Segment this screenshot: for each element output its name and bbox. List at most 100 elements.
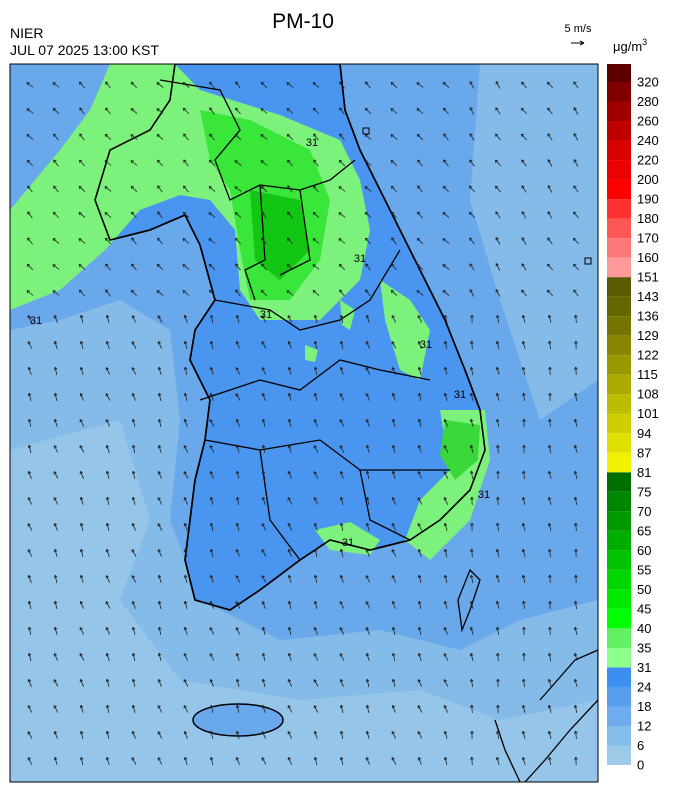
- wind-arrow: [574, 366, 578, 376]
- wind-arrow: [157, 757, 163, 765]
- wind-arrow: [521, 237, 527, 245]
- wind-arrow: [130, 108, 138, 114]
- wind-arrow: [546, 81, 553, 89]
- wind-arrow: [520, 133, 527, 141]
- colorbar-bin: [607, 686, 631, 707]
- wind-arrow: [339, 133, 345, 141]
- wind-arrow: [27, 626, 32, 635]
- wind-arrow: [182, 264, 190, 270]
- wind-arrow: [52, 211, 60, 219]
- wind-arrow: [79, 314, 84, 323]
- colorbar-bin: [607, 101, 631, 122]
- wind-arrow: [573, 185, 579, 193]
- wind-arrow: [27, 757, 33, 765]
- wind-arrow: [26, 263, 34, 271]
- wind-arrow: [365, 730, 370, 739]
- wind-arrow: [470, 314, 474, 324]
- wind-arrow: [105, 496, 110, 505]
- wind-arrow: [364, 160, 372, 166]
- wind-arrow: [131, 367, 137, 375]
- wind-arrow: [183, 522, 188, 531]
- wind-arrow: [79, 392, 84, 401]
- wind-arrow: [470, 678, 474, 687]
- wind-arrow: [443, 445, 449, 453]
- wind-arrow: [390, 81, 398, 88]
- wind-arrow: [547, 211, 553, 219]
- wind-arrow: [573, 704, 578, 713]
- wind-arrow: [27, 366, 32, 375]
- wind-arrow: [495, 133, 501, 141]
- wind-arrow: [339, 756, 344, 765]
- wind-arrow: [156, 134, 164, 140]
- wind-arrow: [235, 470, 240, 479]
- wind-arrow: [416, 133, 424, 141]
- unit-text: μg/m: [613, 39, 642, 54]
- wind-arrow: [442, 238, 450, 244]
- wind-arrow: [313, 471, 319, 479]
- wind-arrow: [391, 549, 397, 557]
- wind-arrow: [469, 289, 475, 297]
- wind-arrow: [417, 705, 423, 713]
- wind-arrow: [547, 107, 553, 115]
- wind-arrow: [235, 522, 240, 532]
- wind-arrow: [339, 574, 344, 583]
- colorbar-label: 94: [637, 426, 651, 441]
- wind-arrow: [391, 418, 396, 427]
- wind-arrow: [105, 601, 111, 609]
- wind-arrow: [53, 548, 58, 557]
- wind-arrow: [417, 392, 422, 401]
- wind-arrow: [130, 185, 138, 193]
- wind-arrow: [53, 471, 59, 479]
- wind-arrow: [469, 237, 475, 245]
- wind-arrow: [338, 186, 346, 192]
- wind-arrow: [208, 238, 216, 244]
- wind-arrow: [469, 652, 474, 661]
- wind-arrow: [365, 340, 370, 349]
- wind-arrow: [208, 186, 216, 192]
- wind-arrow: [547, 470, 552, 479]
- wind-arrow: [313, 340, 318, 349]
- wind-arrow: [443, 107, 449, 115]
- wind-arrow: [416, 237, 424, 245]
- wind-arrow: [53, 314, 58, 323]
- wind-arrow: [391, 496, 396, 505]
- wind-arrow: [573, 418, 578, 427]
- wind-arrow: [27, 678, 32, 687]
- wind-arrow: [391, 367, 397, 375]
- wind-arrow: [27, 418, 32, 427]
- wind-arrow: [522, 652, 526, 662]
- wind-arrow: [390, 160, 398, 166]
- wind-arrow: [312, 211, 320, 218]
- colorbar-bin: [607, 199, 631, 219]
- colorbar-bin: [607, 238, 631, 258]
- wind-arrow: [79, 574, 84, 583]
- colorbar-label: 136: [637, 309, 659, 324]
- wind-arrow: [443, 704, 448, 713]
- wind-arrow: [547, 522, 552, 531]
- colorbar-bin: [607, 433, 631, 453]
- unit: μg/m3: [613, 37, 647, 54]
- wind-arrow: [521, 730, 526, 739]
- wind-arrow: [157, 315, 163, 323]
- wind-arrow: [235, 444, 240, 453]
- wind-arrow: [417, 366, 422, 375]
- colorbar-label: 70: [637, 504, 651, 519]
- colorbar-label: 260: [637, 114, 659, 129]
- wind-arrow: [495, 418, 500, 427]
- wind-arrow: [209, 574, 214, 583]
- wind-arrow: [390, 289, 398, 296]
- wind-arrow: [78, 264, 86, 270]
- wind-arrow: [157, 574, 162, 583]
- colorbar-bin: [607, 491, 631, 512]
- wind-arrow: [183, 445, 189, 453]
- wind-arrow: [442, 289, 450, 296]
- wind-arrow: [391, 626, 396, 635]
- colorbar-label: 101: [637, 406, 659, 421]
- wind-arrow: [209, 470, 214, 479]
- wind-arrow: [364, 186, 372, 192]
- wind-arrow: [235, 81, 241, 89]
- wind-arrow: [157, 185, 163, 193]
- wind-arrow: [495, 237, 501, 245]
- wind-arrow: [183, 730, 188, 739]
- wind-arrow: [105, 756, 110, 765]
